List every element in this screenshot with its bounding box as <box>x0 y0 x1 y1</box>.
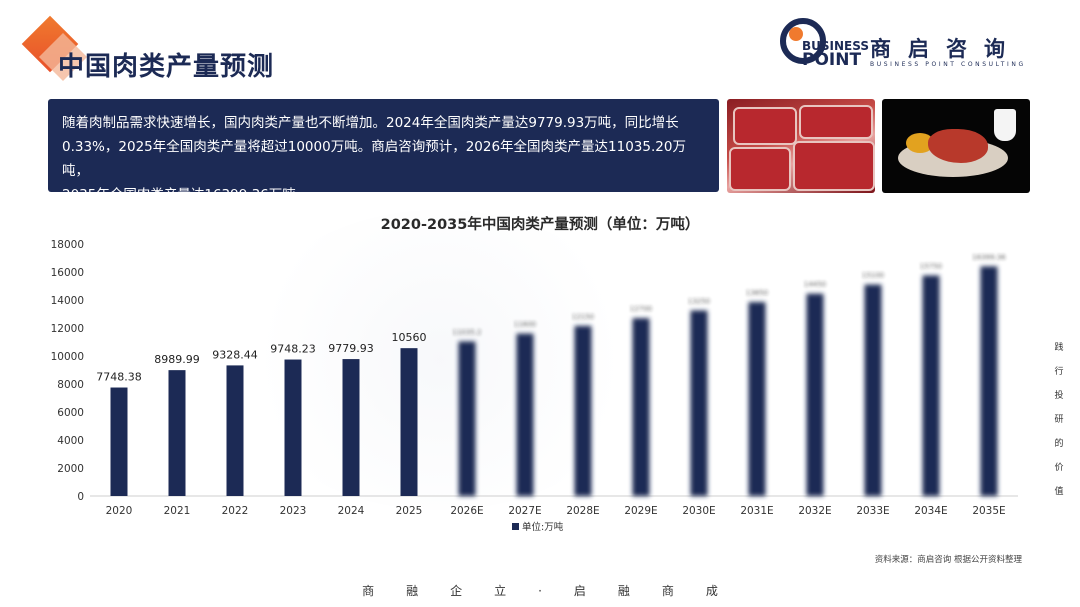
x-tick-label: 2028E <box>566 505 599 517</box>
y-tick-label: 2000 <box>57 463 84 475</box>
x-tick-label: 2020 <box>106 505 133 517</box>
y-tick-label: 14000 <box>51 295 84 307</box>
y-tick-label: 8000 <box>57 379 84 391</box>
bar-value-label: 9779.93 <box>328 342 374 355</box>
meat-photo <box>727 99 875 193</box>
y-tick-label: 12000 <box>51 323 84 335</box>
bar <box>806 293 824 496</box>
y-tick-label: 18000 <box>51 239 84 251</box>
x-tick-label: 2029E <box>624 505 657 517</box>
bar <box>748 302 766 496</box>
legend-swatch <box>512 523 519 530</box>
bar-value-label: 13850 <box>746 289 768 297</box>
intro-line: 2035年全国肉类产量达16399.36万吨。 <box>62 187 310 203</box>
bar <box>980 266 998 496</box>
bar-value-label: 16399.36 <box>972 253 1006 261</box>
x-tick-label: 2032E <box>798 505 831 517</box>
y-tick-label: 4000 <box>57 435 84 447</box>
x-tick-label: 2031E <box>740 505 773 517</box>
logo-cn: 商启咨询 <box>870 37 1022 61</box>
logo-en-bottom: POINT <box>802 50 862 70</box>
y-tick-label: 0 <box>77 491 84 503</box>
bar <box>284 359 302 496</box>
bar-value-label: 15100 <box>862 272 884 280</box>
chart-title: 2020-2035年中国肉类产量预测（单位：万吨） <box>380 217 700 233</box>
bar-value-label: 11600 <box>514 321 536 329</box>
legend-label: 单位:万吨 <box>522 521 564 533</box>
logo-en-top: BUSINESS <box>802 39 869 53</box>
intro-line: 随着肉制品需求快速增长，国内肉类产量也不断增加。2024年全国肉类产量达9779… <box>62 115 679 131</box>
source-note: 资料来源：商启咨询 根据公开资料整理 <box>874 555 1022 565</box>
bar <box>400 348 418 496</box>
bar-value-label: 7748.38 <box>96 371 142 384</box>
bar-value-label: 15750 <box>920 263 942 271</box>
y-tick-label: 6000 <box>57 407 84 419</box>
y-tick-label: 16000 <box>51 267 84 279</box>
bar-value-label: 13250 <box>688 298 710 306</box>
bar-value-label: 12700 <box>630 305 652 313</box>
bar <box>922 275 940 496</box>
x-tick-label: 2026E <box>450 505 483 517</box>
side-vertical-text: 践行投研的价值 <box>1054 343 1064 497</box>
bar <box>226 365 244 496</box>
x-tick-label: 2034E <box>914 505 947 517</box>
intro-line: 0.33%，2025年全国肉类产量将超过10000万吨。商启咨询预计，2026年… <box>62 139 686 179</box>
bar <box>516 333 534 496</box>
bar-value-label: 11035.2 <box>453 329 482 337</box>
logo-subtitle: BUSINESS POINT CONSULTING <box>870 61 1026 68</box>
bar-value-label: 12150 <box>572 313 594 321</box>
bar <box>110 387 128 496</box>
x-tick-label: 2024 <box>338 505 365 517</box>
x-tick-label: 2025 <box>396 505 423 517</box>
logo-mark-icon <box>780 18 826 64</box>
company-logo: BUSINESS POINT 商启咨询 BUSINESS POINT CONSU… <box>780 18 1065 72</box>
bar <box>864 284 882 496</box>
x-tick-label: 2035E <box>972 505 1005 517</box>
x-tick-label: 2022 <box>222 505 249 517</box>
bar-value-label: 9328.44 <box>212 348 258 361</box>
bar <box>632 318 650 496</box>
bar <box>458 341 476 496</box>
bar-value-label: 9748.23 <box>270 343 316 356</box>
bar-value-label: 10560 <box>392 331 427 344</box>
slogan: 商融企立·启融商成 <box>362 584 750 598</box>
bar <box>168 370 186 496</box>
intro-box: 随着肉制品需求快速增长，国内肉类产量也不断增加。2024年全国肉类产量达9779… <box>48 99 719 203</box>
x-tick-label: 2027E <box>508 505 541 517</box>
x-tick-label: 2023 <box>280 505 307 517</box>
bar-value-label: 14450 <box>804 281 826 289</box>
x-tick-label: 2030E <box>682 505 715 517</box>
y-tick-label: 10000 <box>51 351 84 363</box>
bar <box>690 310 708 496</box>
food-photo <box>882 99 1030 193</box>
x-tick-label: 2021 <box>164 505 191 517</box>
page-title: 中国肉类产量预测 <box>58 52 275 82</box>
bar <box>342 359 360 496</box>
bar-value-label: 8989.99 <box>154 353 200 366</box>
bar <box>574 325 592 496</box>
x-tick-label: 2033E <box>856 505 889 517</box>
